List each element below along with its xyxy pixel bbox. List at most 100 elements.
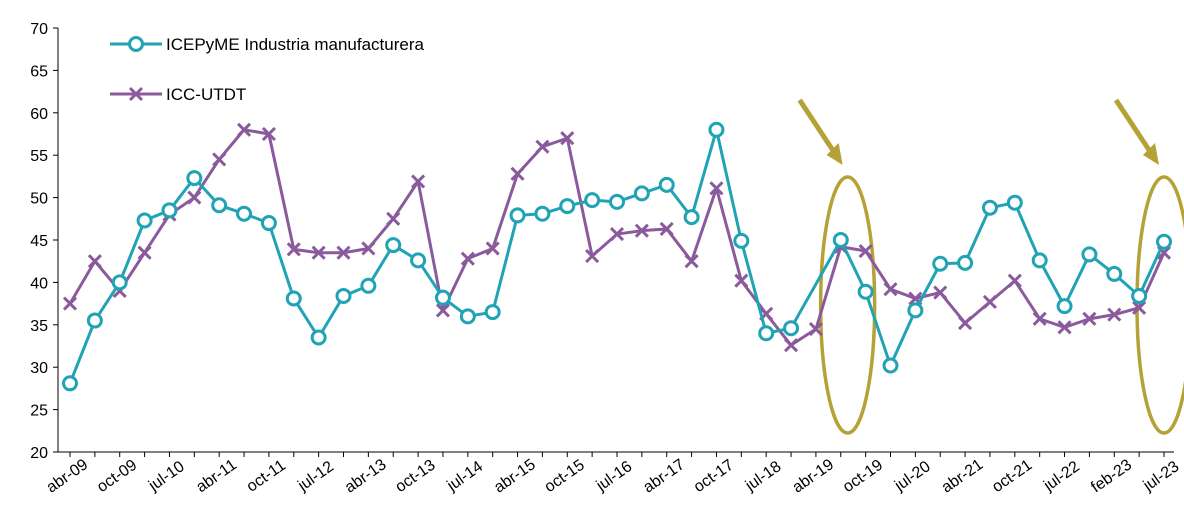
data-point — [633, 185, 650, 202]
data-point — [485, 241, 500, 256]
data-point — [1031, 252, 1048, 269]
data-point — [1056, 298, 1073, 315]
data-point — [534, 205, 551, 222]
x-tick-label: abr-13 — [342, 456, 390, 497]
y-tick-label: 70 — [30, 21, 48, 38]
legend-label-icepyme: ICEPyME Industria manufacturera — [166, 35, 424, 54]
x-tick-label: jul-10 — [145, 458, 188, 495]
legend-marker-icc — [128, 86, 144, 102]
legend-item-icepyme: ICEPyME Industria manufacturera — [110, 35, 424, 54]
y-tick-label: 40 — [30, 275, 48, 292]
highlight-arrowhead — [826, 143, 843, 165]
x-tick-label: oct-15 — [542, 457, 588, 496]
data-point — [584, 192, 601, 209]
x-tick-label: oct-17 — [691, 457, 737, 496]
y-tick-label: 65 — [30, 63, 48, 80]
data-point — [585, 249, 600, 264]
x-tick-label: abr-21 — [939, 456, 987, 497]
data-point — [634, 223, 649, 238]
x-tick-label: jul-16 — [593, 458, 636, 495]
series-icc — [62, 122, 1172, 353]
x-tick-label: feb-23 — [1088, 456, 1135, 496]
data-point — [1081, 246, 1098, 263]
data-point — [559, 198, 576, 215]
data-point — [286, 242, 301, 257]
data-point — [459, 308, 476, 325]
y-tick-label: 45 — [30, 233, 48, 250]
y-tick-label: 50 — [30, 191, 48, 208]
data-point — [62, 296, 78, 311]
data-point — [982, 294, 998, 309]
data-point — [832, 232, 849, 248]
data-point — [285, 290, 302, 307]
data-point — [907, 302, 924, 319]
data-point — [186, 170, 203, 187]
data-point — [87, 254, 102, 269]
data-point — [683, 209, 700, 226]
data-point — [161, 202, 178, 219]
data-point — [260, 215, 277, 232]
data-point — [535, 139, 550, 154]
x-tick-label: oct-13 — [392, 457, 438, 496]
y-tick-label: 25 — [30, 403, 48, 420]
series-line — [68, 128, 1166, 384]
data-point — [510, 166, 525, 181]
y-tick-label: 20 — [30, 445, 48, 462]
data-point — [709, 181, 724, 196]
data-point — [385, 237, 402, 254]
data-point — [411, 174, 426, 189]
data-point — [958, 316, 973, 331]
data-point — [1007, 273, 1022, 288]
highlight-arrowhead — [1143, 143, 1159, 165]
data-point — [336, 245, 351, 260]
x-tick-label: jul-18 — [742, 458, 785, 495]
x-tick-label: jul-22 — [1040, 458, 1083, 495]
data-point — [560, 131, 575, 146]
series-icepyme — [62, 121, 1172, 392]
x-tick-label: oct-11 — [244, 457, 289, 496]
data-point — [1132, 300, 1147, 315]
data-point — [62, 375, 78, 392]
series-layer — [62, 121, 1172, 392]
data-point — [1057, 320, 1072, 335]
y-tick-label: 35 — [30, 318, 48, 335]
highlight-ellipse — [818, 175, 877, 435]
x-tick-label: jul-23 — [1140, 458, 1183, 495]
legend-item-icc: ICC-UTDT — [110, 85, 246, 104]
y-tick-label: 30 — [30, 360, 48, 377]
data-point — [86, 312, 103, 329]
data-point — [1107, 307, 1122, 322]
data-point — [111, 274, 128, 291]
data-point — [659, 221, 674, 237]
legend-label-icc: ICC-UTDT — [166, 85, 246, 104]
data-point — [933, 285, 948, 300]
data-point — [361, 241, 376, 256]
highlight-annotations — [797, 98, 1184, 435]
data-point — [1082, 311, 1097, 326]
x-tick-label: abr-17 — [640, 456, 688, 497]
data-point — [733, 232, 750, 249]
data-point — [435, 303, 451, 318]
data-point — [857, 283, 874, 300]
data-point — [1032, 311, 1047, 326]
legend: ICEPyME Industria manufacturera ICC-UTDT — [110, 35, 424, 104]
highlight-arrow — [1113, 98, 1156, 158]
data-point — [858, 243, 873, 259]
y-tick-label: 55 — [30, 148, 48, 165]
data-point — [882, 357, 899, 374]
data-point — [212, 152, 227, 167]
data-point — [509, 207, 526, 224]
x-tick-label: jul-14 — [444, 458, 487, 495]
x-tick-label: oct-19 — [840, 457, 886, 496]
data-point — [981, 199, 998, 216]
data-point — [484, 304, 501, 321]
data-point — [310, 329, 327, 346]
data-point — [609, 193, 625, 210]
x-tick-label: abr-15 — [491, 456, 539, 497]
data-point — [1106, 265, 1123, 282]
data-point — [758, 325, 775, 342]
data-point — [311, 245, 326, 260]
data-point — [932, 255, 949, 272]
data-point — [236, 205, 253, 222]
